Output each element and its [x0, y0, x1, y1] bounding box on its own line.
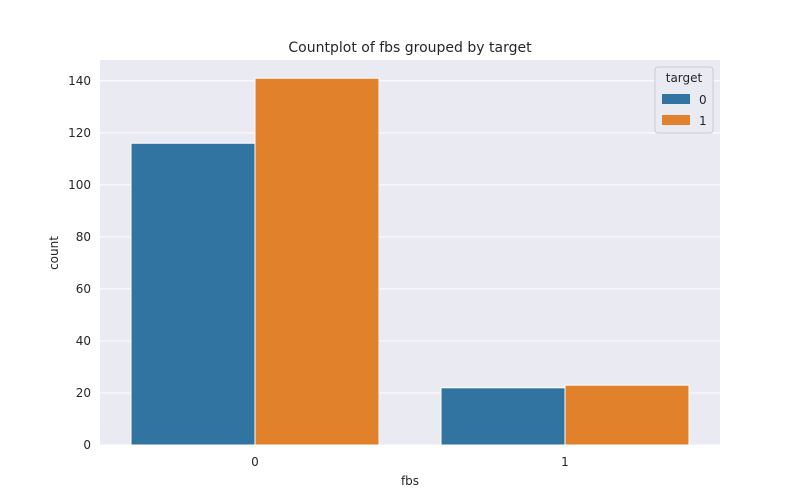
legend-title: target	[666, 71, 703, 85]
bar-fbs-1-target-0	[440, 387, 566, 446]
chart-title: Countplot of fbs grouped by target	[288, 40, 532, 56]
bars	[130, 77, 690, 446]
y-tick-label: 20	[76, 386, 91, 400]
y-tick-label: 40	[76, 334, 91, 348]
y-tick-label: 100	[68, 178, 91, 192]
x-tick-label: 1	[561, 455, 569, 469]
y-tick-label: 140	[68, 74, 91, 88]
y-tick-labels: 0 20 40 60 80 100 120 140	[68, 74, 91, 452]
legend-label-0: 0	[699, 93, 707, 107]
bar-fbs-0-target-1	[254, 77, 380, 446]
y-tick-label: 0	[83, 438, 91, 452]
legend-label-1: 1	[699, 114, 707, 128]
y-tick-label: 80	[76, 230, 91, 244]
y-tick-label: 120	[68, 126, 91, 140]
legend-swatch-1	[662, 115, 690, 125]
bar-fbs-1-target-1	[564, 384, 690, 446]
x-axis-label: fbs	[401, 474, 419, 488]
bar-fbs-0-target-0	[130, 142, 256, 446]
legend: target 0 1	[654, 66, 714, 134]
x-tick-label: 0	[251, 455, 259, 469]
y-axis-label: count	[47, 236, 61, 270]
legend-swatch-0	[662, 94, 690, 104]
y-tick-label: 60	[76, 282, 91, 296]
